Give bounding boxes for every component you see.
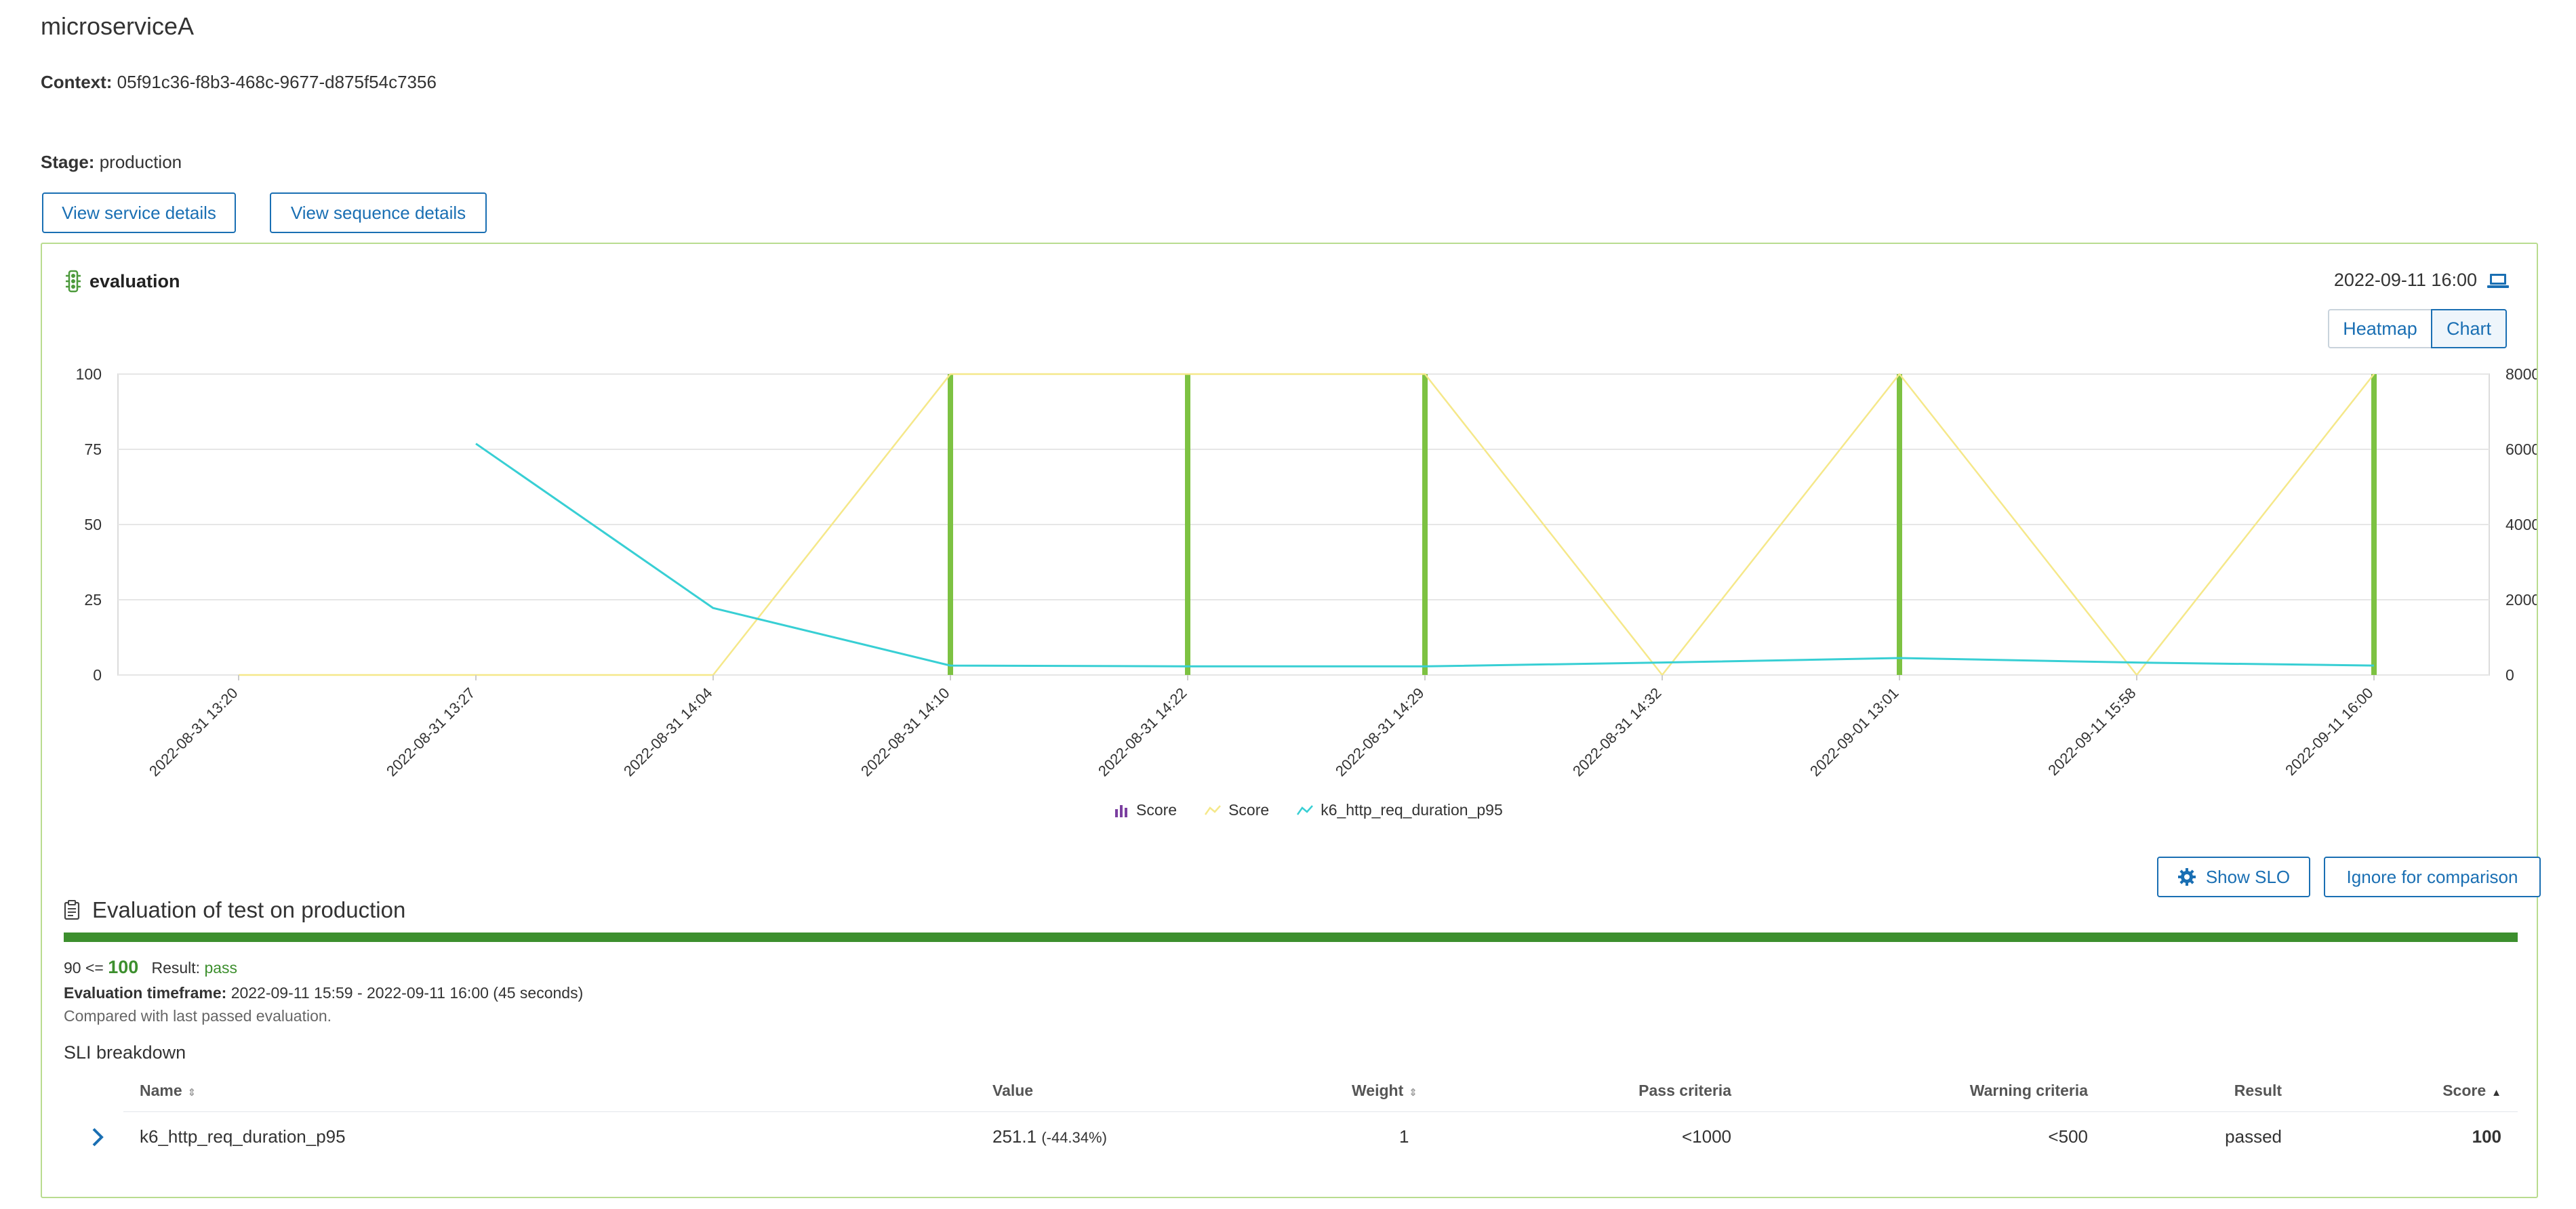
timeframe-label: Evaluation timeframe:: [64, 984, 227, 1002]
expand-row-button[interactable]: [89, 1125, 106, 1153]
compared-text: Compared with last passed evaluation.: [64, 1007, 332, 1025]
column-header-weight[interactable]: Weight ⇕: [1352, 1082, 1417, 1099]
score-line: [239, 373, 2375, 676]
sli-value: 251.1: [992, 1126, 1037, 1147]
evaluation-timestamp-block: 2022-09-11 16:00: [2334, 270, 2510, 291]
x-tick-label: 2022-08-31 14:04: [620, 684, 716, 780]
evaluation-timestamp: 2022-09-11 16:00: [2333, 270, 2477, 290]
stage-label: Stage:: [41, 152, 95, 172]
show-slo-label: Show SLO: [2205, 866, 2291, 887]
sli-pass-criteria-cell: <1000: [1681, 1126, 1731, 1147]
evaluation-title: evaluation: [89, 270, 180, 291]
evaluation-score: 100: [108, 957, 139, 977]
sort-ascending-icon: ▲: [2491, 1087, 2501, 1099]
view-service-details-button[interactable]: View service details: [42, 192, 236, 233]
y-left-tick-label: 25: [84, 591, 102, 609]
k6-duration-line: [475, 443, 2375, 668]
y-right-tick-label: 4000: [2505, 516, 2537, 533]
sort-icon: ⇕: [187, 1087, 197, 1099]
score-bar: [1422, 374, 1428, 675]
result-label: Result:: [151, 959, 201, 977]
result-value: pass: [204, 959, 238, 977]
traffic-light-icon: [66, 270, 81, 293]
chart-toggle-button[interactable]: Chart: [2431, 309, 2507, 348]
show-slo-button[interactable]: Show SLO: [2157, 857, 2310, 897]
evaluation-chart: 0 25 50 75 100 0 2000 4000 6000 8000 2022-08-31 13…: [76, 365, 2537, 780]
evaluation-panel: evaluation 2022-09-11 16:00 Heatmap Char…: [41, 243, 2541, 1198]
laptop-icon[interactable]: [2487, 272, 2510, 289]
score-bar: [2371, 374, 2377, 675]
score-bar: [948, 374, 953, 675]
column-header-warning-criteria: Warning criteria: [1969, 1082, 2088, 1099]
score-bar: [1185, 374, 1190, 675]
legend-label: k6_http_req_duration_p95: [1321, 801, 1503, 819]
column-header-name[interactable]: Name ⇕: [140, 1082, 197, 1099]
sort-icon: ⇕: [1409, 1087, 1417, 1099]
y-right-tick-label: 0: [2505, 666, 2514, 684]
context-label: Context:: [41, 72, 113, 92]
chevron-right-icon: [92, 1128, 104, 1147]
line-chart-icon: [1205, 804, 1222, 815]
x-tick-label: 2022-09-11 16:00: [2282, 684, 2376, 779]
timeframe-value: 2022-09-11 15:59 - 2022-09-11 16:00 (45 …: [230, 984, 584, 1002]
table-divider: [123, 1111, 2518, 1112]
y-left-tick-label: 50: [84, 516, 102, 533]
y-left-tick-label: 75: [84, 440, 102, 458]
score-bar: [1897, 374, 1902, 675]
gear-icon: [2177, 868, 2196, 886]
heatmap-toggle-button[interactable]: Heatmap: [2328, 309, 2432, 348]
y-left-tick-label: 100: [76, 365, 102, 383]
evaluation-details-header: Evaluation of test on production: [64, 897, 405, 923]
legend-item-score-bar[interactable]: Score: [1113, 801, 1177, 819]
sli-warning-criteria-cell: <500: [2048, 1126, 2088, 1147]
evaluation-result-bar: [64, 933, 2518, 942]
x-tick-label: 2022-08-31 14:32: [1569, 684, 1665, 780]
bar-chart-icon: [1115, 804, 1127, 817]
column-header-value: Value: [992, 1082, 1034, 1099]
sli-score-cell: 100: [2472, 1126, 2501, 1147]
column-header-result: Result: [2234, 1082, 2282, 1099]
sli-value-change: (-44.34%): [1041, 1129, 1107, 1146]
evaluation-header: evaluation: [65, 270, 180, 293]
legend-item-score-line[interactable]: Score: [1204, 801, 1269, 819]
x-tick-label: 2022-08-31 13:20: [146, 684, 241, 780]
chart-legend: Score Score k6_http_req_duration_p95: [1113, 801, 1503, 819]
view-toggle: Heatmap Chart: [2328, 309, 2507, 348]
column-header-pass-criteria: Pass criteria: [1638, 1082, 1731, 1099]
column-header-score[interactable]: Score ▲: [2442, 1082, 2501, 1099]
stage-line: Stage: production: [41, 152, 182, 173]
line-chart-icon: [1297, 804, 1314, 815]
x-tick-label: 2022-09-01 13:01: [1807, 684, 1902, 780]
evaluation-details-title: Evaluation of test on production: [92, 897, 406, 922]
y-right-tick-label: 2000: [2505, 591, 2537, 609]
y-right-tick-label: 8000: [2505, 365, 2537, 383]
evaluation-score-line: 90 <= 100 Result: pass: [64, 957, 237, 978]
x-tick-label: 2022-08-31 14:22: [1095, 684, 1190, 780]
ignore-for-comparison-button[interactable]: Ignore for comparison: [2324, 857, 2541, 897]
sli-breakdown-title: SLI breakdown: [64, 1042, 186, 1063]
legend-label: Score: [1136, 801, 1178, 819]
sli-value-cell: 251.1 (-44.34%): [992, 1126, 1107, 1147]
x-tick-label: 2022-08-31 14:10: [858, 684, 953, 780]
y-right-tick-label: 6000: [2505, 440, 2537, 458]
stage-value: production: [99, 152, 182, 172]
context-line: Context: 05f91c36-f8b3-468c-9677-d875f54…: [41, 72, 437, 93]
sli-weight-cell: 1: [1399, 1126, 1409, 1147]
x-tick-label: 2022-08-31 14:29: [1332, 684, 1428, 780]
legend-item-k6-http-req-duration[interactable]: k6_http_req_duration_p95: [1296, 801, 1503, 819]
x-tick-label: 2022-09-11 15:58: [2045, 684, 2139, 779]
threshold-text: 90 <=: [64, 959, 104, 977]
context-value: 05f91c36-f8b3-468c-9677-d875f54c7356: [117, 72, 437, 92]
evaluation-timeframe-line: Evaluation timeframe: 2022-09-11 15:59 -…: [64, 984, 583, 1002]
view-sequence-details-button[interactable]: View sequence details: [270, 192, 487, 233]
sli-result-cell: passed: [2225, 1126, 2282, 1147]
x-tick-label: 2022-08-31 13:27: [383, 684, 479, 780]
sli-name-cell: k6_http_req_duration_p95: [140, 1126, 346, 1147]
y-left-tick-label: 0: [93, 666, 102, 684]
service-title: microserviceA: [41, 12, 195, 40]
legend-label: Score: [1228, 801, 1270, 819]
clipboard-icon: [64, 900, 80, 920]
